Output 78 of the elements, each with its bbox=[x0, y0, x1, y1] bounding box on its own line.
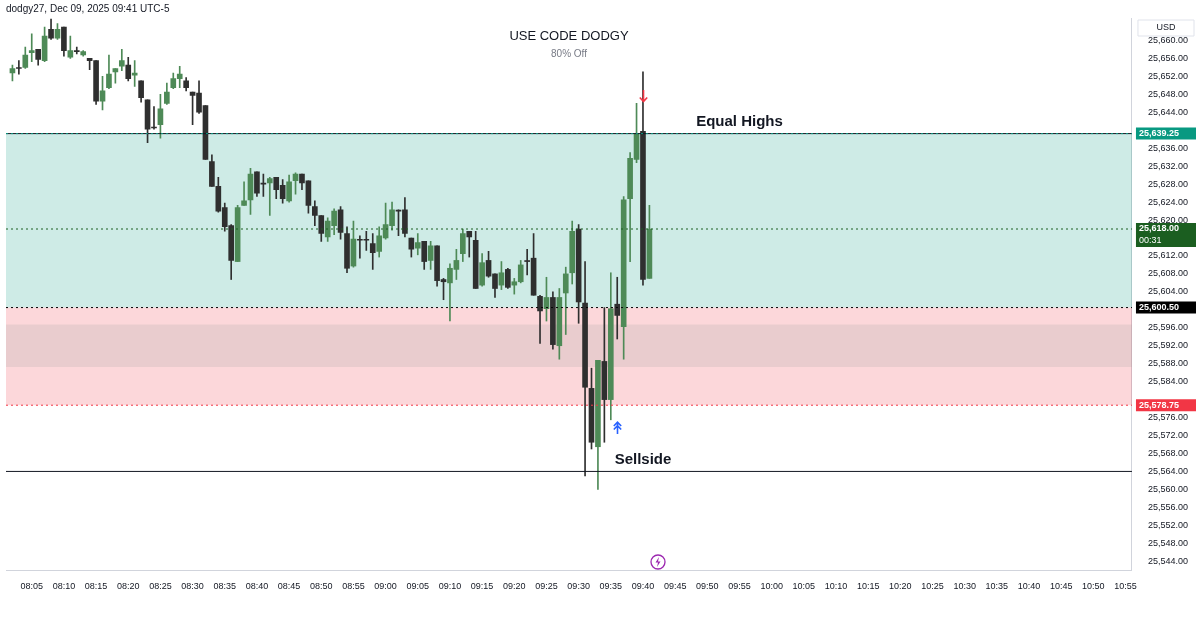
text: USE CODE DODGY bbox=[509, 27, 629, 43]
x-tick-label: 08:20 bbox=[116, 581, 140, 592]
x-tick-label: 09:50 bbox=[696, 581, 719, 592]
y-tick-label: 25,564.00 bbox=[1147, 465, 1189, 476]
x-tick-label: 09:30 bbox=[567, 581, 590, 592]
y-tick-label: 25,584.00 bbox=[1147, 376, 1189, 387]
x-tick-label: 09:20 bbox=[503, 581, 526, 592]
candlestick bbox=[466, 230, 473, 258]
x-tick-label: 10:00 bbox=[760, 581, 783, 592]
y-tick-label: 25,560.00 bbox=[1147, 483, 1189, 494]
x-tick-label: 09:00 bbox=[374, 581, 397, 592]
y-tick-label: 25,556.00 bbox=[1147, 501, 1189, 512]
x-tick-label: 09:10 bbox=[438, 581, 462, 592]
x-tick-label: 09:45 bbox=[663, 581, 687, 592]
x-tick-label: 09:40 bbox=[631, 581, 655, 592]
y-tick-label: 25,612.00 bbox=[1147, 250, 1189, 261]
y-axis-title: USD bbox=[1156, 22, 1176, 33]
x-tick-label: 10:30 bbox=[953, 581, 976, 592]
y-tick-label: 25,544.00 bbox=[1147, 555, 1189, 566]
y-tick-label: 25,632.00 bbox=[1147, 160, 1189, 171]
y-tick-label: 25,604.00 bbox=[1147, 286, 1189, 297]
candlestick bbox=[16, 60, 22, 75]
x-tick-label: 10:50 bbox=[1082, 581, 1105, 592]
ref-line-label: 25,600.50 bbox=[1138, 302, 1180, 313]
y-tick-label: 25,652.00 bbox=[1147, 70, 1189, 81]
y-tick-label: 25,644.00 bbox=[1147, 106, 1189, 117]
y-tick-label: 25,572.00 bbox=[1147, 430, 1189, 440]
y-tick-label: 25,592.00 bbox=[1147, 340, 1189, 351]
x-tick-label: 10:40 bbox=[1017, 581, 1041, 592]
x-tick-label: 08:25 bbox=[149, 581, 172, 592]
x-tick-label: 09:15 bbox=[470, 581, 494, 592]
y-tick-label: 25,568.00 bbox=[1147, 447, 1189, 458]
candlestick bbox=[241, 181, 247, 206]
x-tick-label: 10:15 bbox=[856, 581, 880, 592]
annotation: Sellside bbox=[614, 449, 672, 467]
x-tick-label: 10:10 bbox=[824, 581, 848, 592]
y-tick-label: 25,576.00 bbox=[1147, 412, 1189, 423]
text: dodgy27, Dec 09, 2025 09:41 UTC-5 bbox=[6, 2, 170, 14]
x-tick-label: 08:10 bbox=[52, 581, 76, 592]
y-tick-label: 25,552.00 bbox=[1147, 519, 1189, 530]
x-tick-label: 10:20 bbox=[889, 581, 912, 592]
x-tick-label: 10:45 bbox=[1049, 581, 1073, 592]
x-tick-label: 09:35 bbox=[599, 581, 623, 592]
x-tick-label: 10:05 bbox=[792, 581, 816, 592]
y-tick-label: 25,628.00 bbox=[1147, 178, 1189, 189]
y-tick-label: 25,648.00 bbox=[1147, 88, 1189, 99]
x-tick-label: 08:35 bbox=[213, 581, 237, 592]
candlestick bbox=[614, 276, 621, 340]
candlestick bbox=[266, 177, 273, 216]
x-tick-label: 08:30 bbox=[181, 581, 204, 592]
y-tick-label: 25,620.00 bbox=[1147, 214, 1189, 225]
ref-line-label: 25,639.25 bbox=[1138, 128, 1180, 139]
y-tick-label: 25,624.00 bbox=[1147, 196, 1189, 207]
x-tick-label: 08:40 bbox=[245, 581, 269, 592]
x-tick-label: 09:25 bbox=[535, 581, 558, 592]
x-tick-label: 08:55 bbox=[342, 581, 365, 592]
annotation: Equal Highs bbox=[696, 111, 783, 129]
y-tick-label: 25,656.00 bbox=[1147, 52, 1189, 63]
x-tick-label: 08:05 bbox=[20, 581, 43, 592]
x-tick-label: 08:45 bbox=[277, 581, 301, 592]
y-tick-label: 25,636.00 bbox=[1147, 142, 1189, 153]
ref-line-label: 25,578.75 bbox=[1138, 399, 1180, 410]
y-tick-label: 25,548.00 bbox=[1147, 537, 1189, 548]
x-tick-label: 10:35 bbox=[985, 581, 1009, 592]
y-tick-label: 25,596.00 bbox=[1147, 322, 1189, 333]
candlestick bbox=[131, 60, 138, 87]
candlestick bbox=[28, 33, 35, 63]
y-tick-label: 25,588.00 bbox=[1147, 358, 1189, 369]
y-tick-label: 25,660.00 bbox=[1147, 34, 1189, 45]
x-tick-label: 09:05 bbox=[406, 581, 430, 592]
y-tick-label: 25,608.00 bbox=[1147, 268, 1189, 279]
x-tick-label: 08:15 bbox=[84, 581, 108, 592]
text: 80% Off bbox=[551, 47, 588, 59]
x-tick-label: 10:55 bbox=[1114, 581, 1137, 592]
ref-line-label: 25,618.00 00:31 bbox=[1138, 223, 1180, 246]
x-tick-label: 09:55 bbox=[728, 581, 751, 592]
x-tick-label: 08:50 bbox=[310, 581, 333, 592]
x-tick-label: 10:25 bbox=[921, 581, 944, 592]
